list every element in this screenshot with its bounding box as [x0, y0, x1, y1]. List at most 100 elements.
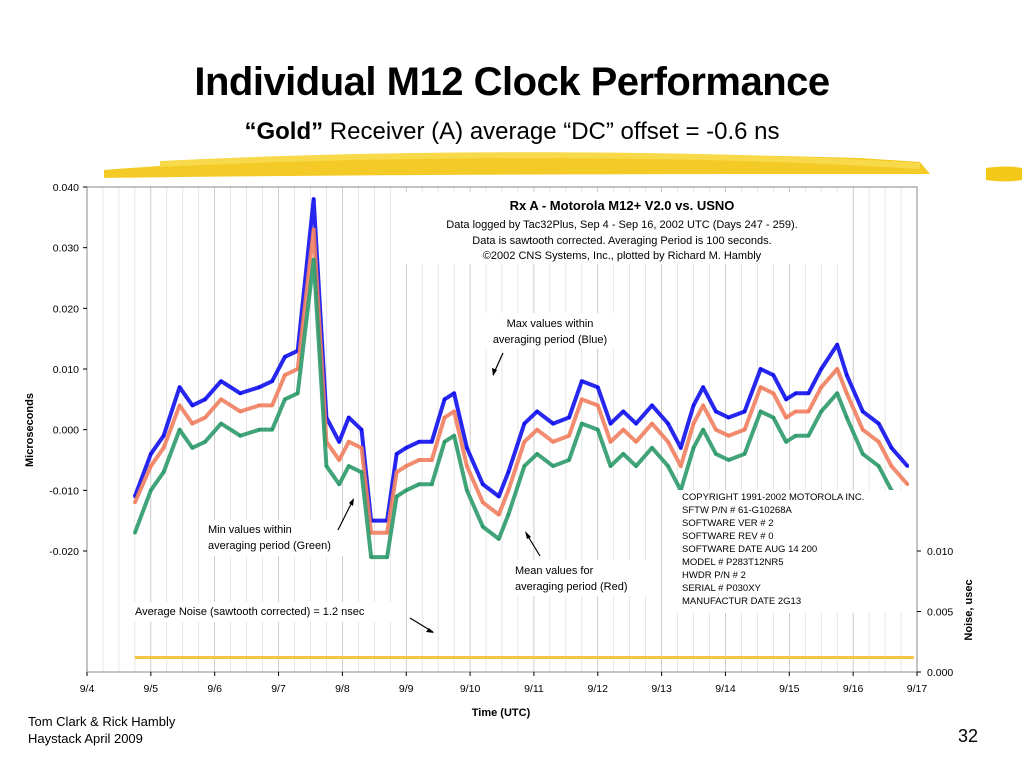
data-point: [190, 446, 194, 450]
x-tick-label: 9/14: [715, 683, 736, 695]
data-point: [133, 494, 137, 498]
data-point: [203, 397, 207, 401]
data-point: [714, 409, 718, 413]
data-point: [819, 409, 823, 413]
data-point: [360, 428, 364, 432]
data-point: [567, 434, 571, 438]
data-point: [369, 531, 373, 535]
data-point: [701, 428, 705, 432]
x-tick-label: 9/6: [207, 683, 222, 695]
data-point: [806, 391, 810, 395]
data-point: [845, 373, 849, 377]
min-arrow: [337, 499, 354, 531]
data-point: [149, 464, 153, 468]
title-box: [395, 192, 850, 264]
data-point: [162, 446, 166, 450]
data-point: [861, 428, 865, 432]
subtitle-bold: “Gold”: [244, 118, 324, 145]
data-point: [443, 397, 447, 401]
x-axis-ticks: 9/4 9/5 9/6 9/7 9/8 9/9 9/10 9/11 9/12 9/13 9/14 9/…: [80, 672, 927, 695]
data-point: [219, 397, 223, 401]
data-point: [567, 416, 571, 420]
min-annotation-1: Min values within: [208, 524, 292, 536]
data-point: [417, 440, 421, 444]
title-underline-swoosh: [104, 152, 1022, 182]
x-tick-label: 9/9: [399, 683, 414, 695]
y-tick-label: 0.030: [53, 243, 79, 255]
data-point: [190, 422, 194, 426]
data-point: [701, 385, 705, 389]
data-point: [580, 379, 584, 383]
data-point: [337, 458, 341, 462]
data-point: [806, 434, 810, 438]
chart-title: Rx A - Motorola M12+ V2.0 vs. USNO: [510, 198, 735, 213]
data-point: [771, 391, 775, 395]
data-point: [794, 409, 798, 413]
y2-tick-label: 0.000: [927, 667, 953, 679]
data-point: [149, 488, 153, 492]
x-tick-label: 9/10: [460, 683, 481, 695]
data-point: [481, 482, 485, 486]
data-point: [650, 422, 654, 426]
data-point: [819, 367, 823, 371]
data-point: [395, 452, 399, 456]
slide-title: Individual M12 Clock Performance: [194, 60, 830, 104]
data-point: [596, 428, 600, 432]
data-point: [567, 458, 571, 462]
data-point: [551, 440, 555, 444]
data-point: [634, 464, 638, 468]
data-point: [877, 422, 881, 426]
data-point: [522, 464, 526, 468]
y2-tick-label: 0.005: [927, 607, 953, 619]
x-tick-label: 9/4: [80, 683, 95, 695]
data-point: [385, 531, 389, 535]
data-point: [465, 464, 469, 468]
data-point: [430, 458, 434, 462]
series-line: [133, 197, 909, 523]
data-point: [443, 440, 447, 444]
noise-annotation: Average Noise (sawtooth corrected) = 1.2…: [135, 606, 365, 618]
data-point: [650, 403, 654, 407]
data-point: [270, 403, 274, 407]
footer-venue-date: Haystack April 2009: [28, 731, 143, 746]
data-point: [506, 470, 510, 474]
data-point: [404, 488, 408, 492]
data-point: [257, 428, 261, 432]
data-point: [819, 385, 823, 389]
mean-annotation-1: Mean values for: [515, 565, 594, 577]
data-point: [679, 446, 683, 450]
firmware-info-line: HWDR P/N # 2: [682, 570, 746, 581]
data-point: [784, 440, 788, 444]
data-point: [312, 227, 316, 231]
data-points: [133, 197, 909, 560]
x-axis-label: Time (UTC): [472, 707, 531, 719]
data-point: [347, 464, 351, 468]
data-point: [759, 385, 763, 389]
data-point: [324, 464, 328, 468]
data-point: [257, 385, 261, 389]
data-point: [621, 409, 625, 413]
data-point: [692, 422, 696, 426]
data-point: [634, 422, 638, 426]
data-point: [666, 422, 670, 426]
data-point: [360, 446, 364, 450]
y2-axis-label: Noise, usec: [963, 579, 975, 640]
data-point: [621, 428, 625, 432]
firmware-info-block: COPYRIGHT 1991-2002 MOTOROLA INC. SFTW P/…: [682, 492, 864, 607]
data-point: [283, 397, 287, 401]
firmware-info-line: MODEL # P283T12NR5: [682, 557, 784, 568]
data-point: [312, 258, 316, 262]
data-point: [679, 464, 683, 468]
data-point: [178, 403, 182, 407]
firmware-info-line: MANUFACTUR DATE 2G13: [682, 596, 801, 607]
data-point: [465, 488, 469, 492]
mean-annotation-2: averaging period (Red): [515, 581, 628, 593]
data-point: [743, 409, 747, 413]
data-point: [133, 531, 137, 535]
data-point: [845, 391, 849, 395]
data-point: [506, 513, 510, 517]
data-point: [794, 391, 798, 395]
data-point: [238, 409, 242, 413]
firmware-info-line: SFTW P/N # 61-G10268A: [682, 505, 792, 516]
data-point: [497, 513, 501, 517]
